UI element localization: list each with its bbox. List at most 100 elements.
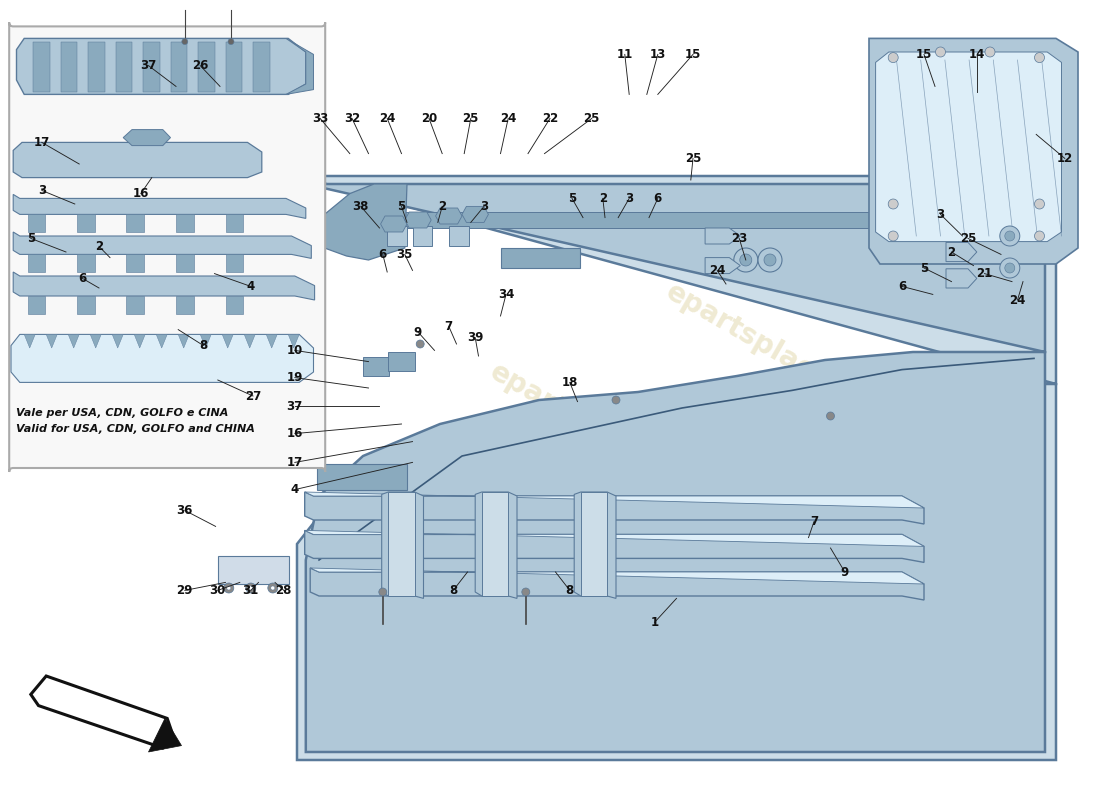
Circle shape	[1000, 258, 1020, 278]
Circle shape	[1004, 231, 1015, 241]
Text: 18: 18	[562, 376, 578, 389]
Circle shape	[764, 254, 776, 266]
Polygon shape	[226, 42, 242, 92]
Text: 6: 6	[378, 248, 387, 261]
FancyBboxPatch shape	[9, 22, 326, 472]
Text: 24: 24	[379, 112, 395, 125]
Polygon shape	[286, 38, 313, 94]
Polygon shape	[90, 334, 101, 348]
Text: 27: 27	[245, 390, 261, 402]
Circle shape	[740, 254, 751, 266]
Text: since 1996: since 1996	[339, 522, 497, 630]
Polygon shape	[266, 334, 277, 348]
Polygon shape	[297, 176, 1056, 760]
Circle shape	[888, 199, 899, 209]
Polygon shape	[314, 212, 1040, 228]
Text: 6: 6	[78, 272, 87, 285]
Text: 3: 3	[37, 184, 46, 197]
Text: 5: 5	[568, 192, 576, 205]
Circle shape	[612, 396, 620, 404]
Polygon shape	[178, 334, 189, 348]
Polygon shape	[176, 214, 194, 232]
Bar	[500, 248, 580, 268]
Text: 37: 37	[287, 400, 303, 413]
Polygon shape	[412, 226, 432, 246]
Polygon shape	[148, 718, 182, 752]
Polygon shape	[88, 42, 104, 92]
Text: 25: 25	[584, 112, 600, 125]
Circle shape	[1034, 53, 1045, 62]
Circle shape	[758, 248, 782, 272]
Text: 17: 17	[287, 456, 303, 469]
Text: 25: 25	[960, 232, 976, 245]
Polygon shape	[28, 254, 45, 272]
Polygon shape	[11, 334, 313, 382]
Text: 11: 11	[617, 48, 632, 61]
Polygon shape	[288, 334, 299, 348]
Bar	[363, 357, 389, 376]
Polygon shape	[310, 568, 924, 600]
Text: epartsplace: epartsplace	[485, 358, 659, 474]
Text: 5: 5	[920, 262, 928, 274]
Circle shape	[984, 47, 996, 57]
Circle shape	[267, 583, 278, 593]
Polygon shape	[77, 254, 95, 272]
Polygon shape	[226, 214, 243, 232]
Circle shape	[249, 586, 253, 590]
Text: 8: 8	[449, 584, 458, 597]
Text: 8: 8	[565, 584, 574, 597]
Circle shape	[1004, 263, 1015, 273]
Text: 10: 10	[287, 344, 303, 357]
Polygon shape	[126, 214, 144, 232]
Text: 28: 28	[276, 584, 292, 597]
Polygon shape	[382, 492, 424, 598]
Text: 5: 5	[397, 200, 406, 213]
Polygon shape	[222, 334, 233, 348]
Circle shape	[271, 586, 275, 590]
Polygon shape	[68, 334, 79, 348]
Text: epartsplace: epartsplace	[661, 278, 835, 394]
Polygon shape	[946, 269, 977, 288]
Text: 29: 29	[177, 584, 192, 597]
Polygon shape	[244, 334, 255, 348]
Text: 4: 4	[290, 483, 299, 496]
Text: 33: 33	[312, 112, 328, 125]
Text: 21: 21	[977, 267, 992, 280]
Polygon shape	[170, 42, 187, 92]
Polygon shape	[387, 226, 407, 246]
Text: 24: 24	[710, 264, 725, 277]
Polygon shape	[16, 38, 306, 94]
Text: 2: 2	[95, 240, 103, 253]
Text: 38: 38	[353, 200, 369, 213]
Polygon shape	[462, 206, 488, 222]
Bar	[218, 556, 289, 584]
Circle shape	[378, 588, 387, 596]
Polygon shape	[126, 254, 144, 272]
Text: 17: 17	[34, 136, 50, 149]
Polygon shape	[134, 334, 145, 348]
Text: 30: 30	[210, 584, 225, 597]
Polygon shape	[112, 334, 123, 348]
Text: 13: 13	[650, 48, 666, 61]
Circle shape	[826, 412, 835, 420]
Circle shape	[888, 231, 899, 241]
Circle shape	[245, 583, 256, 593]
Circle shape	[227, 586, 231, 590]
Text: 35: 35	[397, 248, 412, 261]
Text: 15: 15	[916, 48, 932, 61]
Polygon shape	[46, 334, 57, 348]
Polygon shape	[13, 232, 311, 258]
Polygon shape	[143, 42, 160, 92]
Polygon shape	[876, 52, 1062, 242]
Text: Valid for USA, CDN, GOLFO and CHINA: Valid for USA, CDN, GOLFO and CHINA	[16, 424, 255, 434]
Polygon shape	[77, 214, 95, 232]
Text: 1: 1	[650, 616, 659, 629]
Text: 6: 6	[653, 192, 662, 205]
Text: 9: 9	[840, 566, 849, 578]
Circle shape	[223, 583, 234, 593]
Text: 26: 26	[192, 59, 208, 72]
Text: since 1996: since 1996	[449, 442, 607, 550]
Polygon shape	[436, 208, 462, 224]
Circle shape	[182, 38, 188, 45]
Polygon shape	[405, 212, 431, 228]
